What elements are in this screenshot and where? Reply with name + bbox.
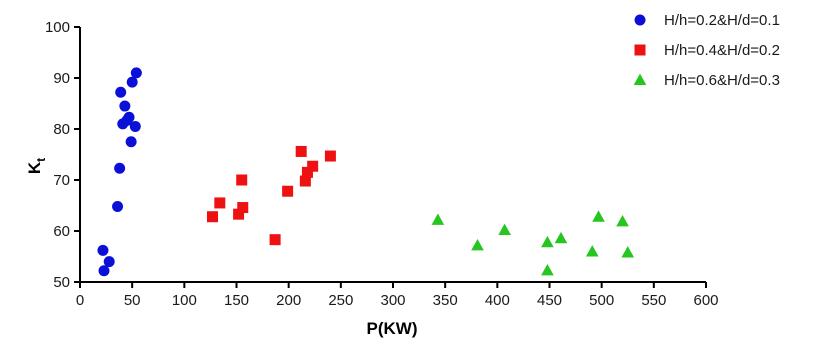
x-tick-label: 550 — [641, 292, 666, 309]
series-3 — [431, 210, 635, 276]
x-tick-label: 450 — [537, 292, 562, 309]
data-point — [269, 234, 281, 246]
x-ticks: 0 50 100 150 200 250 300 350 400 450 500 550 600 — [76, 282, 719, 309]
data-point — [541, 263, 554, 276]
legend-label: H/h=0.4&H/d=0.2 — [664, 42, 780, 59]
data-point — [233, 208, 245, 220]
data-point — [125, 136, 137, 148]
data-point — [214, 197, 226, 209]
y-tick-label: 50 — [53, 274, 70, 291]
data-point — [282, 185, 294, 197]
data-point — [237, 202, 249, 214]
data-points — [97, 67, 635, 277]
data-point — [431, 213, 445, 225]
x-tick-label: 100 — [172, 292, 197, 309]
x-tick-label: 0 — [76, 292, 84, 309]
x-tick-label: 350 — [433, 292, 458, 309]
x-axis-title: P(KW) — [367, 319, 418, 338]
data-point — [119, 100, 131, 112]
x-tick-label: 200 — [276, 292, 301, 309]
data-point — [554, 231, 568, 244]
series-2 — [207, 145, 336, 246]
data-point — [97, 244, 109, 256]
data-point — [236, 174, 248, 186]
x-tick-label: 150 — [224, 292, 249, 309]
y-tick-label: 90 — [53, 70, 70, 87]
data-point — [123, 111, 135, 123]
y-tick-label: 70 — [53, 172, 70, 189]
y-ticks: 50 60 70 80 90 100 — [45, 19, 80, 291]
x-tick-label: 600 — [693, 292, 718, 309]
legend-marker — [634, 44, 646, 56]
x-tick-label: 400 — [485, 292, 510, 309]
data-point — [324, 150, 336, 162]
data-point — [112, 201, 124, 213]
legend: H/h=0.2&H/d=0.1 H/h=0.4&H/d=0.2 H/h=0.6&H/… — [633, 12, 780, 89]
y-tick-label: 100 — [45, 19, 70, 36]
y-axis-title-main: K — [25, 161, 44, 174]
y-axis-title: Kt — [25, 158, 48, 174]
y-tick-label: 60 — [53, 223, 70, 240]
data-point — [299, 175, 311, 187]
data-point — [301, 166, 313, 178]
y-axis-title-subscript: t — [34, 158, 48, 162]
x-tick-label: 250 — [328, 292, 353, 309]
legend-label: H/h=0.2&H/d=0.1 — [664, 12, 780, 29]
data-point — [307, 160, 319, 172]
x-tick-label: 50 — [124, 292, 141, 309]
axes — [79, 27, 706, 283]
series-1 — [97, 67, 142, 277]
data-point — [295, 145, 307, 157]
data-point — [130, 67, 142, 79]
x-tick-label: 300 — [380, 292, 405, 309]
y-tick-label: 80 — [53, 121, 70, 138]
data-point — [498, 223, 511, 236]
legend-label: H/h=0.6&H/d=0.3 — [664, 72, 780, 89]
data-point — [616, 214, 629, 227]
data-point — [621, 246, 635, 258]
legend-marker — [633, 73, 647, 86]
data-point — [103, 256, 115, 268]
data-point — [585, 245, 599, 257]
data-point — [541, 235, 554, 248]
data-point — [126, 76, 138, 88]
data-point — [592, 210, 605, 222]
data-point — [207, 211, 219, 223]
data-point — [98, 265, 110, 277]
data-point — [471, 238, 484, 251]
data-point — [114, 162, 126, 174]
x-tick-label: 500 — [589, 292, 614, 309]
data-point — [129, 120, 141, 132]
data-point — [115, 86, 127, 98]
legend-marker — [634, 14, 646, 26]
